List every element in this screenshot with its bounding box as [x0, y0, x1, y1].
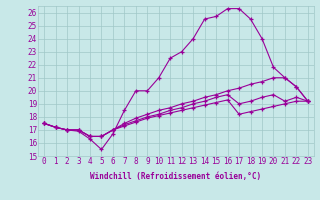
X-axis label: Windchill (Refroidissement éolien,°C): Windchill (Refroidissement éolien,°C): [91, 172, 261, 181]
